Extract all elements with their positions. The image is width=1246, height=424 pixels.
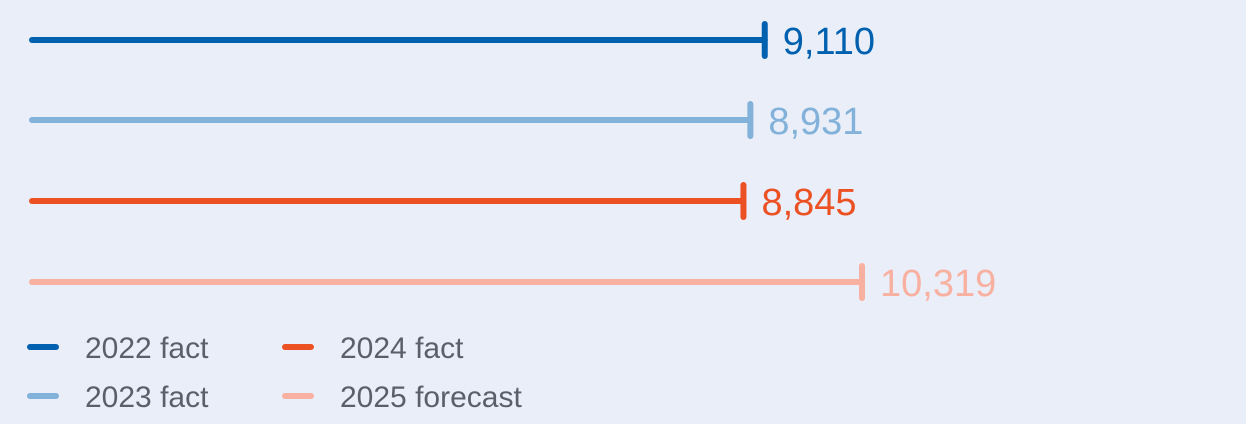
data-label-1: 8,931	[768, 101, 863, 143]
legend-label-0: 2022 fact	[85, 332, 209, 365]
data-label-2: 8,845	[761, 182, 856, 224]
legend-label-2: 2024 fact	[340, 332, 464, 365]
legend-label-1: 2023 fact	[85, 381, 209, 414]
data-label-0: 9,110	[783, 21, 875, 63]
data-label-3: 10,319	[880, 263, 996, 305]
legend-label-3: 2025 forecast	[340, 381, 522, 414]
